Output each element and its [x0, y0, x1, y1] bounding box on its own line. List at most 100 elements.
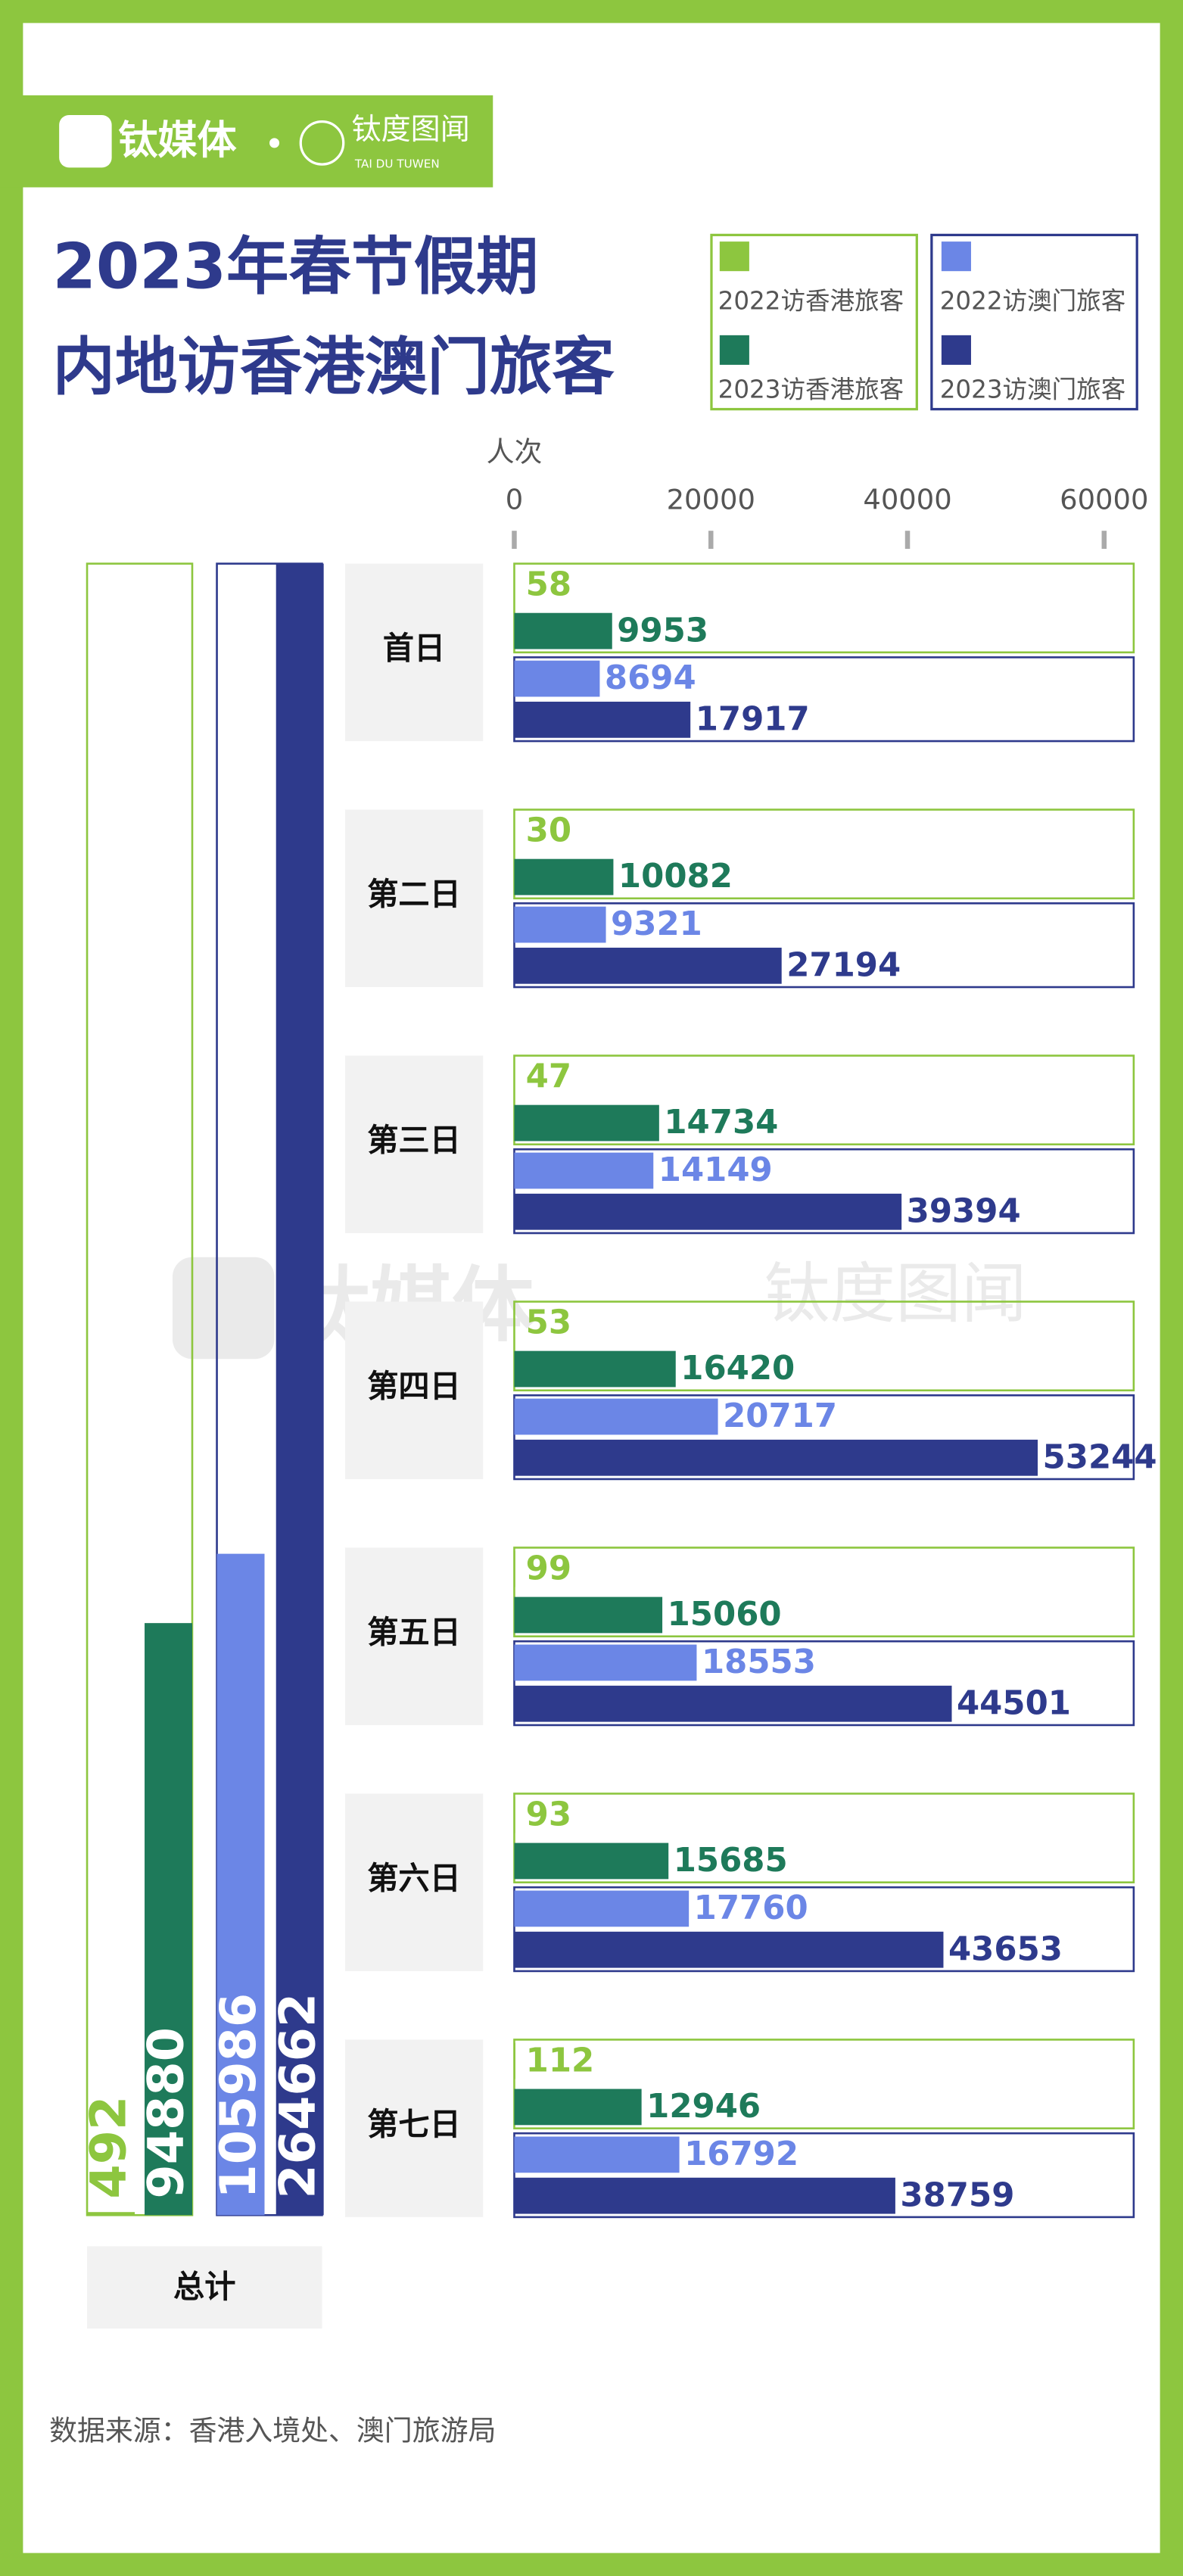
- value-label: 93: [526, 1796, 571, 1833]
- total-label: 总计: [173, 2269, 235, 2305]
- bar: [514, 1104, 659, 1142]
- group-box: [513, 562, 1135, 654]
- value-label: 8694: [605, 659, 696, 697]
- value-label: 15685: [674, 1842, 788, 1880]
- legend-swatch: [941, 241, 971, 272]
- value-label: 15060: [668, 1596, 782, 1634]
- brand-dot: [269, 138, 280, 148]
- category-box: [344, 1301, 484, 1479]
- group-box: [513, 1640, 1135, 1727]
- value-label: 18553: [702, 1643, 816, 1681]
- group-box: [513, 2039, 1135, 2129]
- x-tick-label: 20000: [667, 484, 755, 516]
- category-box: [344, 1055, 484, 1233]
- bar: [514, 660, 600, 697]
- value-label: 9953: [617, 612, 708, 649]
- total-label-box: [87, 2246, 322, 2329]
- legend-swatch: [941, 335, 971, 365]
- legend-swatch: [719, 335, 749, 365]
- value-label: 112: [526, 2042, 595, 2079]
- category-box: [344, 809, 484, 988]
- legend-label: 2023访香港旅客: [718, 375, 904, 404]
- bar: [514, 1842, 669, 1880]
- value-label: 9321: [611, 905, 702, 943]
- category-box: [344, 2039, 484, 2217]
- bar: [514, 1152, 654, 1189]
- title-line: 内地访香港澳门旅客: [52, 331, 615, 403]
- group-box: [513, 1054, 1135, 1146]
- brand-sub: 钛度图闻: [352, 113, 470, 147]
- value-label: 17760: [694, 1889, 808, 1927]
- value-label: 16792: [684, 2135, 799, 2173]
- bar: [514, 2177, 895, 2214]
- bar: [514, 1596, 663, 1634]
- legend-swatch: [719, 241, 749, 272]
- category-label: 第七日: [367, 2106, 461, 2142]
- bar: [514, 1439, 1038, 1476]
- value-label: 20717: [723, 1397, 837, 1435]
- category-label: 第六日: [367, 1861, 461, 1897]
- category-label: 首日: [383, 631, 445, 667]
- brand-logo: [59, 114, 112, 168]
- total-value-label: 105986: [210, 1993, 267, 2199]
- x-tick-label: 0: [506, 484, 523, 516]
- x-tick-label: 40000: [863, 484, 951, 516]
- title-line: 2023年春节假期: [52, 231, 538, 304]
- bar: [514, 1304, 515, 1341]
- value-label: 44501: [957, 1684, 1071, 1722]
- bar: [514, 1350, 676, 1388]
- legend-box: [710, 233, 918, 411]
- bar: [514, 2089, 642, 2126]
- group-box: [513, 1148, 1135, 1235]
- bar: [514, 1796, 515, 1833]
- total-value-label: 94880: [139, 2027, 195, 2199]
- bar: [514, 1644, 697, 1681]
- group-box: [513, 902, 1135, 989]
- value-label: 17917: [696, 700, 810, 738]
- bar: [514, 1193, 902, 1230]
- watermark: 钛媒体 钛度图闻: [172, 1256, 1027, 1360]
- value-label: 12946: [646, 2088, 761, 2126]
- bar: [514, 1931, 944, 1968]
- value-label: 99: [526, 1550, 571, 1587]
- bar: [514, 858, 614, 896]
- group-box: [513, 656, 1135, 743]
- total-value-label: 264662: [269, 1993, 326, 2199]
- value-label: 53: [526, 1304, 571, 1341]
- brand-sub-en: TAI DU TUWEN: [354, 157, 440, 171]
- legend-label: 2022访香港旅客: [718, 286, 904, 315]
- total-box: [86, 562, 194, 2216]
- value-label: 30: [526, 811, 571, 849]
- group-box: [513, 2132, 1135, 2219]
- legend-box: [930, 233, 1138, 411]
- value-label: 38759: [900, 2176, 1014, 2214]
- bar: [514, 947, 782, 984]
- group-box: [513, 1394, 1135, 1481]
- bar: [514, 1685, 952, 1722]
- group-box: [513, 1547, 1135, 1638]
- total-bar: [145, 1623, 192, 2216]
- category-label: 第五日: [367, 1615, 461, 1651]
- group-box: [513, 808, 1135, 900]
- value-label: 16420: [680, 1350, 795, 1388]
- total-bar: [216, 1553, 265, 2216]
- total-bar: [276, 563, 324, 2216]
- brand-logo2: [299, 120, 345, 166]
- bar: [514, 1550, 515, 1587]
- legend-label: 2022访澳门旅客: [940, 286, 1126, 315]
- category-box: [344, 1793, 484, 1971]
- legend-label: 2023访澳门旅客: [940, 375, 1126, 404]
- group-box: [513, 1793, 1135, 1883]
- value-label: 14734: [664, 1104, 778, 1142]
- bar: [514, 612, 612, 649]
- group-box: [513, 1886, 1135, 1973]
- group-box: [513, 1300, 1135, 1392]
- category-label: 第三日: [367, 1123, 461, 1159]
- bar: [514, 1890, 690, 1927]
- watermark-text: 钛度图闻: [764, 1256, 1026, 1332]
- total-value-label: 492: [81, 2096, 138, 2199]
- value-label: 43653: [948, 1930, 1063, 1968]
- total-bar: [87, 2212, 135, 2216]
- bar: [514, 2042, 515, 2079]
